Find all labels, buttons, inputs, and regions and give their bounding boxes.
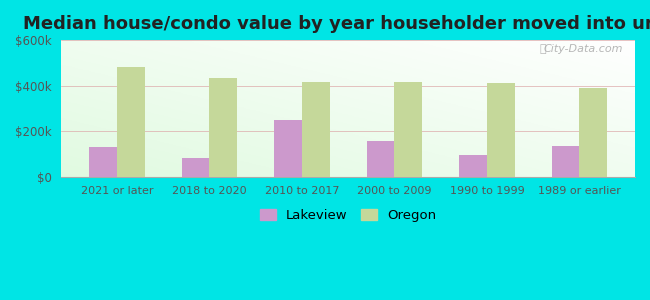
Bar bbox=[274, 120, 302, 177]
Bar bbox=[487, 83, 515, 177]
Bar bbox=[302, 82, 330, 177]
Bar bbox=[181, 158, 209, 177]
Bar bbox=[580, 88, 607, 177]
Legend: Lakeview, Oregon: Lakeview, Oregon bbox=[255, 203, 442, 227]
Bar bbox=[395, 82, 423, 177]
Bar bbox=[209, 78, 237, 177]
Bar bbox=[459, 155, 487, 177]
Bar bbox=[89, 147, 117, 177]
Bar bbox=[552, 146, 580, 177]
Text: City-Data.com: City-Data.com bbox=[544, 44, 623, 54]
Text: ⓘ: ⓘ bbox=[540, 44, 546, 54]
Bar bbox=[117, 68, 144, 177]
Title: Median house/condo value by year householder moved into unit: Median house/condo value by year househo… bbox=[23, 15, 650, 33]
Bar bbox=[367, 141, 395, 177]
